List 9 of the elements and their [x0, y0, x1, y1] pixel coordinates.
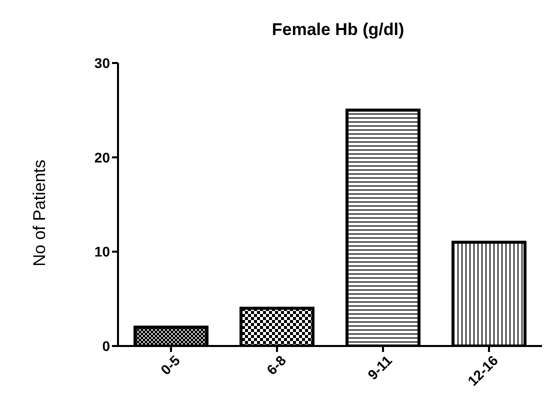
- y-tick-label: 20: [94, 149, 110, 166]
- y-tick-label: 10: [94, 244, 110, 260]
- x-tick-label: 6-8: [263, 352, 290, 378]
- chart-title: Female Hb (g/dl): [270, 20, 406, 40]
- x-tick-label: 9-11: [364, 352, 396, 383]
- y-tick-label: 0: [102, 338, 110, 354]
- y-axis-title: No of Patients: [30, 160, 50, 266]
- y-tick-label: 30: [94, 54, 110, 71]
- x-tick-label: 0-5: [157, 352, 184, 378]
